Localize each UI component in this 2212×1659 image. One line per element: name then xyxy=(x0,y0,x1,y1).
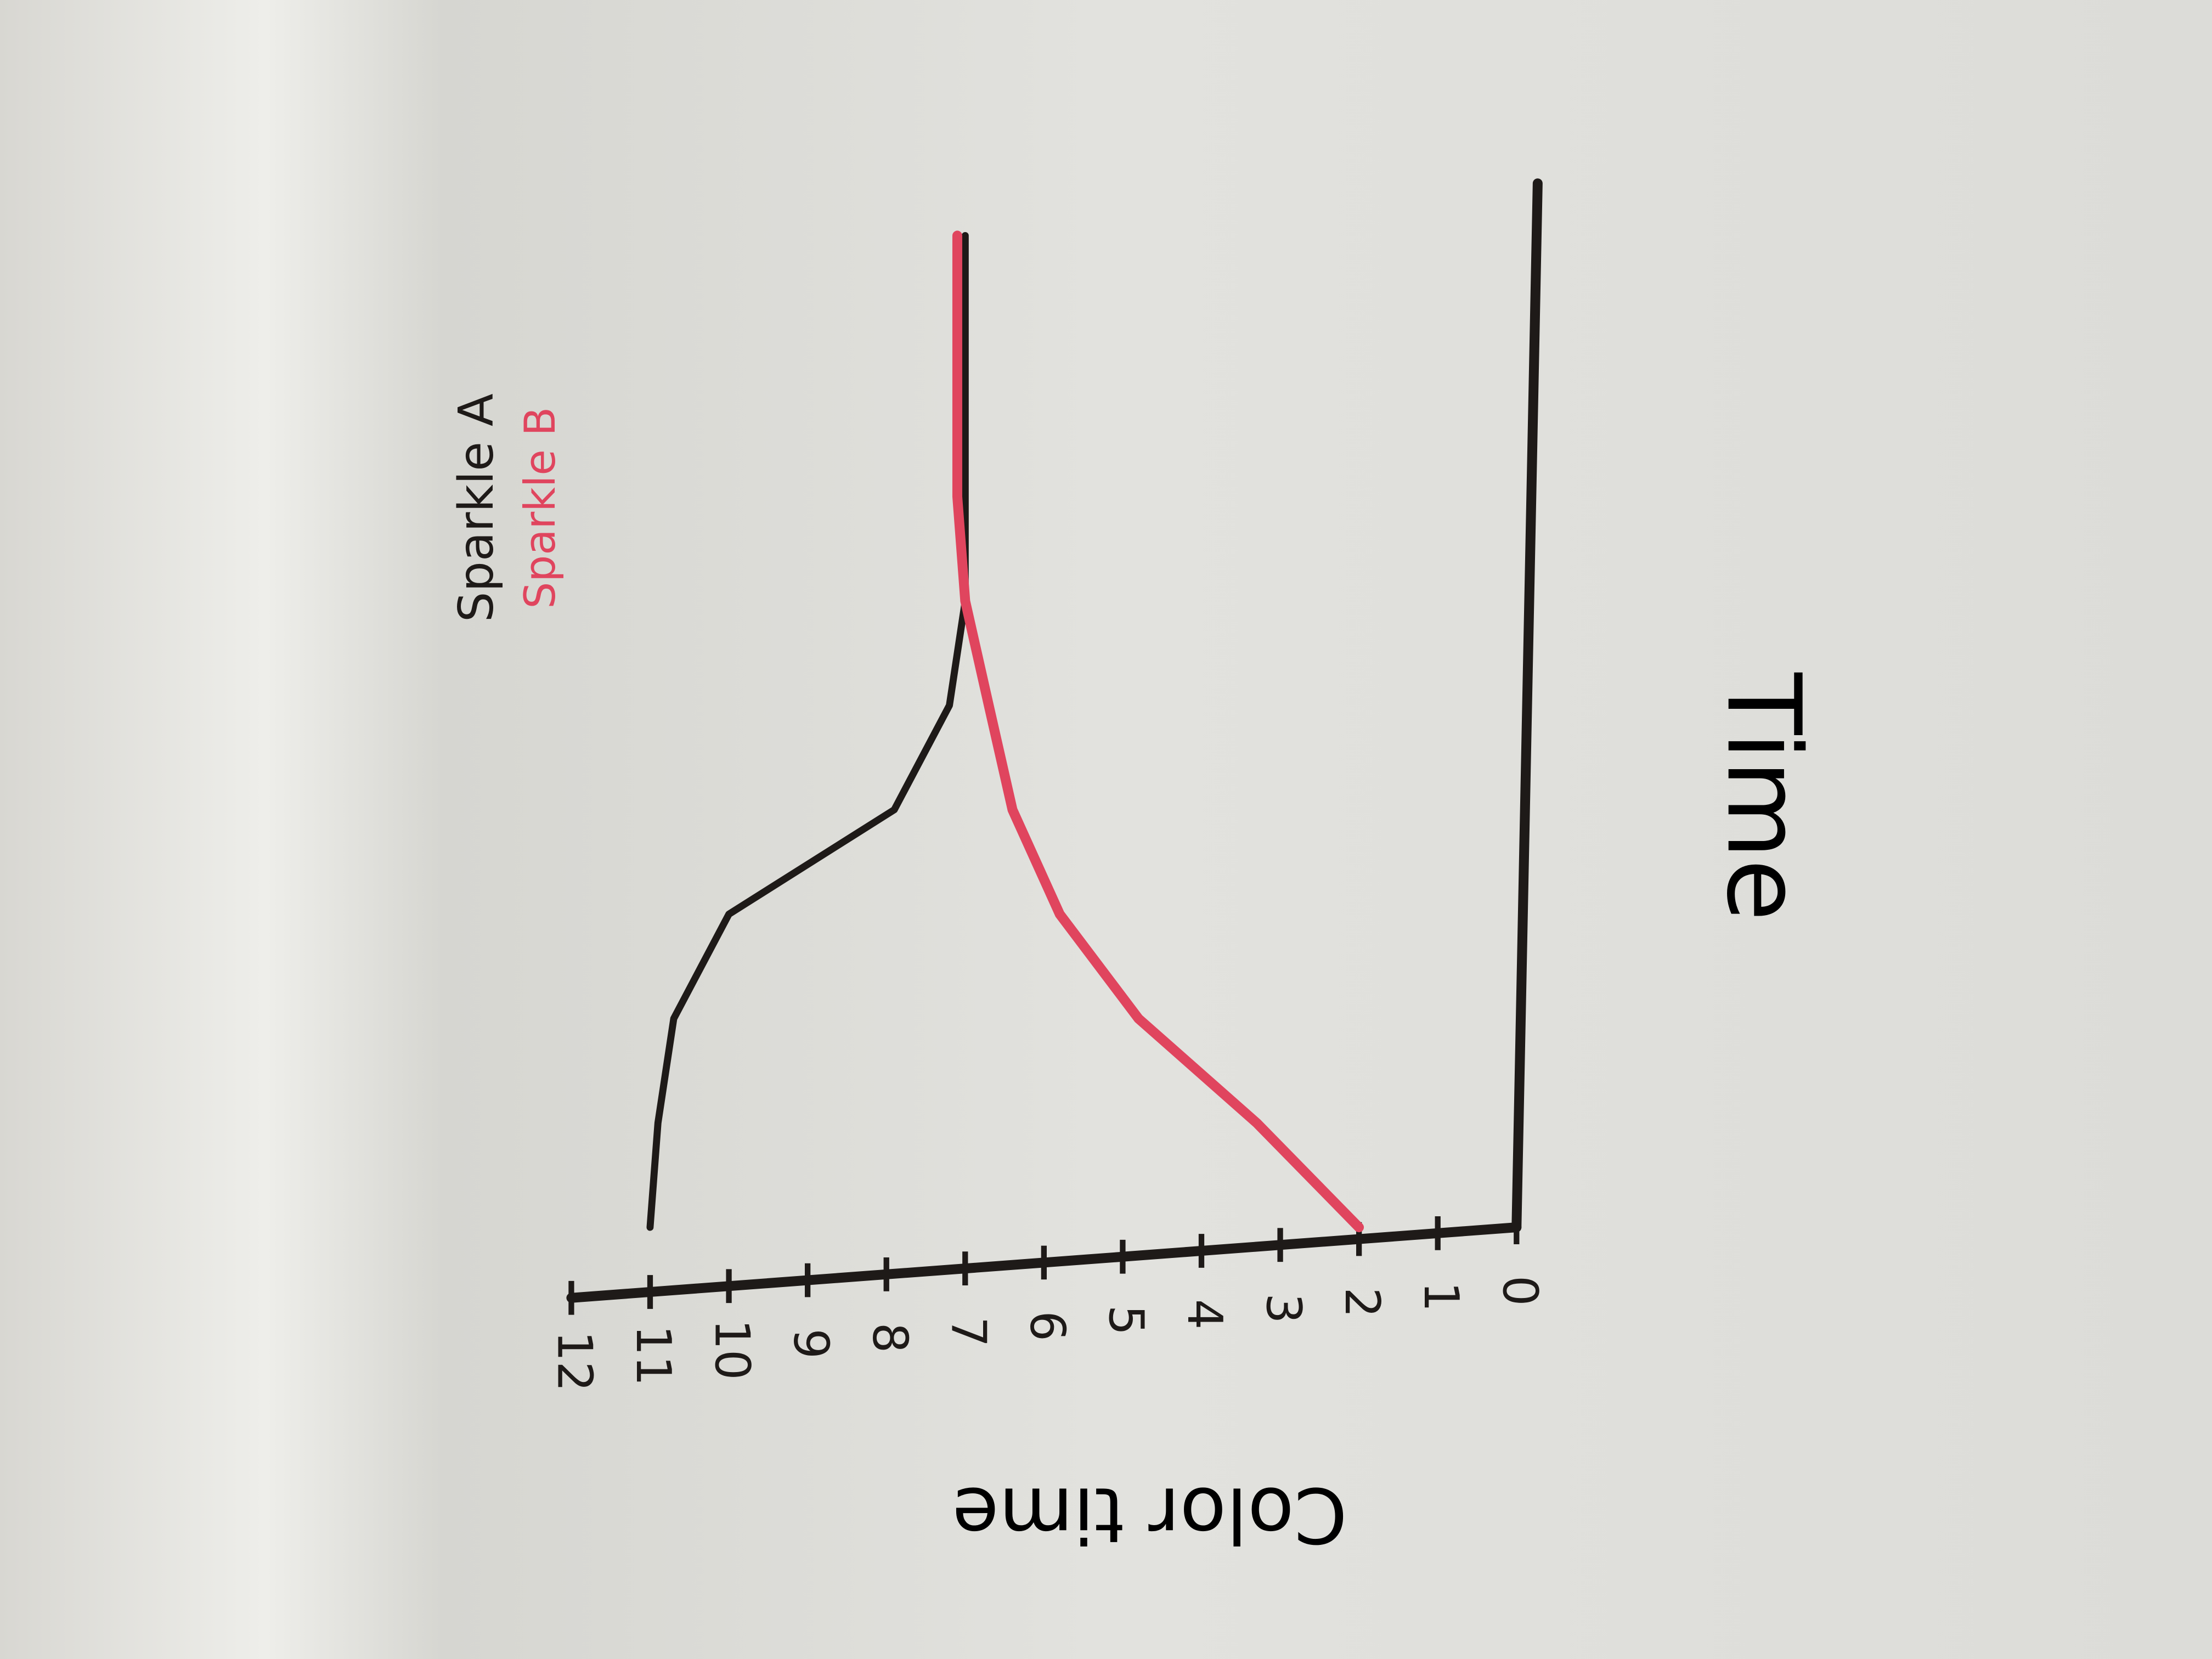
x-axis xyxy=(1511,178,1543,1233)
x-axis-label: Time xyxy=(1705,672,1823,921)
data-line xyxy=(646,232,969,1231)
y-tick-label: 6 xyxy=(1019,1311,1075,1341)
y-tick-label: 7 xyxy=(940,1317,996,1347)
y-tick-label: 0 xyxy=(1492,1276,1548,1306)
y-tick-label: 9 xyxy=(783,1328,839,1359)
y-tick-label: 8 xyxy=(862,1323,918,1353)
y-tick-label: 4 xyxy=(1177,1299,1233,1330)
y-tick-label: 11 xyxy=(625,1325,681,1386)
legend-entry: Sparkle A xyxy=(448,393,504,622)
y-tick-label: 1 xyxy=(1413,1282,1469,1312)
y-tick-label: 3 xyxy=(1256,1293,1312,1324)
y-tick-label: 12 xyxy=(547,1331,603,1392)
y-axis-label: Color time xyxy=(952,1470,1347,1559)
y-tick-label: 5 xyxy=(1098,1305,1154,1336)
y-tick-label: 2 xyxy=(1334,1287,1390,1318)
legend-entry: Sparkle B xyxy=(516,407,565,609)
data-line xyxy=(952,230,1364,1233)
y-tick-label: 10 xyxy=(704,1319,760,1380)
